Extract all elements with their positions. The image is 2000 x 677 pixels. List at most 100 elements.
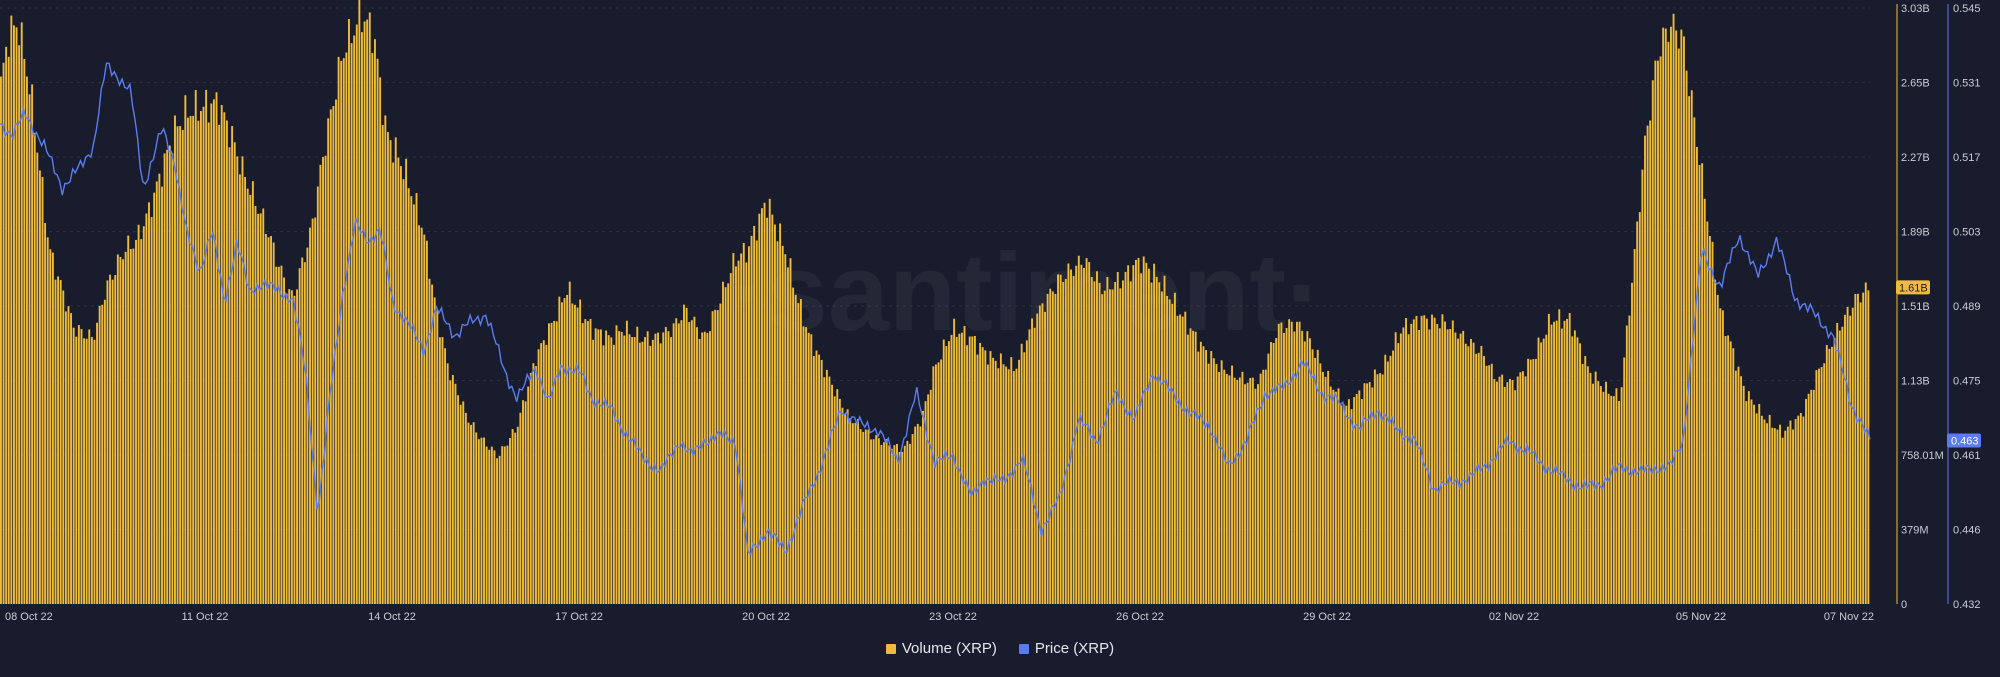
volume-bar	[109, 274, 111, 604]
volume-bar	[1119, 288, 1122, 604]
volume-bar	[316, 186, 319, 604]
volume-bar	[1407, 334, 1410, 604]
volume-bar	[205, 89, 208, 604]
volume-bar	[714, 309, 717, 604]
legend-item-volume[interactable]: Volume (XRP)	[885, 640, 997, 657]
volume-bar	[1249, 378, 1252, 604]
volume-bar	[563, 298, 566, 604]
volume-bar	[877, 438, 880, 604]
volume-bar	[1625, 325, 1628, 604]
volume-bar	[1576, 337, 1579, 604]
volume-bar	[576, 307, 579, 604]
volume-bar	[568, 281, 571, 604]
volume-bar	[1750, 399, 1753, 604]
volume-bar	[470, 424, 472, 604]
volume-bar	[581, 323, 584, 604]
volume-bar	[1218, 372, 1220, 604]
volume-bar	[399, 166, 402, 605]
volume-bar	[1854, 293, 1857, 604]
volume-bar	[1238, 377, 1241, 604]
volume-bar	[820, 359, 823, 604]
volume-bar	[592, 339, 595, 604]
volume-bar	[280, 265, 283, 604]
volume-bar	[937, 362, 940, 604]
volume-bar	[44, 222, 47, 605]
volume-bar	[202, 106, 205, 604]
volume-bar	[335, 99, 337, 604]
volume-bar	[1573, 330, 1576, 604]
volume-bar	[1501, 374, 1504, 604]
volume-bar	[1251, 377, 1254, 604]
volume-bar	[792, 287, 795, 604]
volume-bar	[1288, 319, 1291, 604]
volume-bar	[662, 332, 665, 604]
volume-bar	[1836, 322, 1839, 604]
volume-bar	[155, 181, 158, 604]
volume-bar	[942, 339, 945, 604]
volume-bar	[1418, 329, 1420, 604]
volume-bar	[1742, 385, 1745, 604]
volume-bar	[890, 448, 893, 604]
volume-bar	[1760, 415, 1763, 604]
volume-bar	[1225, 373, 1228, 604]
volume-bar	[688, 322, 691, 604]
volume-bar	[1259, 373, 1262, 604]
volume-bar	[916, 423, 919, 604]
volume-bar	[542, 340, 545, 604]
volume-bar	[1514, 390, 1517, 604]
volume-bar	[1670, 26, 1672, 604]
volume-bar	[1631, 282, 1633, 604]
volume-bar	[872, 439, 875, 604]
volume-bar	[496, 458, 498, 604]
volume-bar	[1610, 395, 1613, 604]
volume-bar	[1732, 348, 1735, 604]
volume-bar	[148, 202, 150, 604]
volume-bar	[1127, 265, 1130, 604]
price-tick-label: 0.475	[1953, 376, 1981, 388]
volume-bar	[1189, 328, 1192, 604]
volume-bar	[516, 426, 519, 604]
volume-bar	[1683, 36, 1685, 604]
volume-bar	[1677, 48, 1680, 605]
volume-bar	[683, 304, 685, 604]
volume-bar	[75, 336, 78, 604]
volume-bar	[1558, 309, 1561, 604]
volume-bar	[1571, 336, 1574, 604]
volume-bar	[742, 242, 745, 604]
volume-bar	[1714, 279, 1717, 604]
volume-bar	[1173, 292, 1176, 604]
volume-bar	[23, 58, 26, 604]
volume-bar	[786, 267, 789, 604]
volume-bar	[1244, 384, 1246, 604]
volume-bar	[257, 213, 260, 605]
volume-bar	[1472, 342, 1475, 604]
volume-bar	[1776, 429, 1779, 604]
volume-bar	[1233, 377, 1236, 604]
volume-bar	[984, 350, 987, 604]
volume-bar	[371, 52, 374, 604]
legend-volume-label: Volume (XRP)	[901, 640, 997, 657]
volume-bar	[1324, 376, 1327, 604]
volume-bar	[485, 446, 488, 604]
volume-bar	[1412, 319, 1415, 604]
volume-bar	[49, 249, 52, 604]
volume-bar	[1114, 281, 1117, 604]
volume-bar	[389, 140, 392, 604]
volume-bar	[483, 437, 485, 604]
volume-bar	[810, 334, 813, 604]
volume-bar	[901, 451, 904, 604]
volume-bar	[1220, 360, 1223, 604]
volume-bar	[410, 196, 413, 604]
legend-item-price[interactable]: Price (XRP)	[1018, 640, 1114, 657]
volume-bar	[1708, 236, 1711, 604]
volume-tick-label: 2.27B	[1901, 152, 1930, 164]
volume-bar	[724, 287, 727, 604]
volume-bar	[96, 322, 98, 604]
volume-bar	[254, 205, 257, 604]
volume-bar	[394, 137, 397, 604]
volume-bar	[153, 192, 156, 604]
volume-bar	[1347, 399, 1350, 604]
volume-bar	[859, 429, 862, 604]
volume-bar	[62, 290, 65, 604]
volume-bar	[1023, 352, 1026, 604]
